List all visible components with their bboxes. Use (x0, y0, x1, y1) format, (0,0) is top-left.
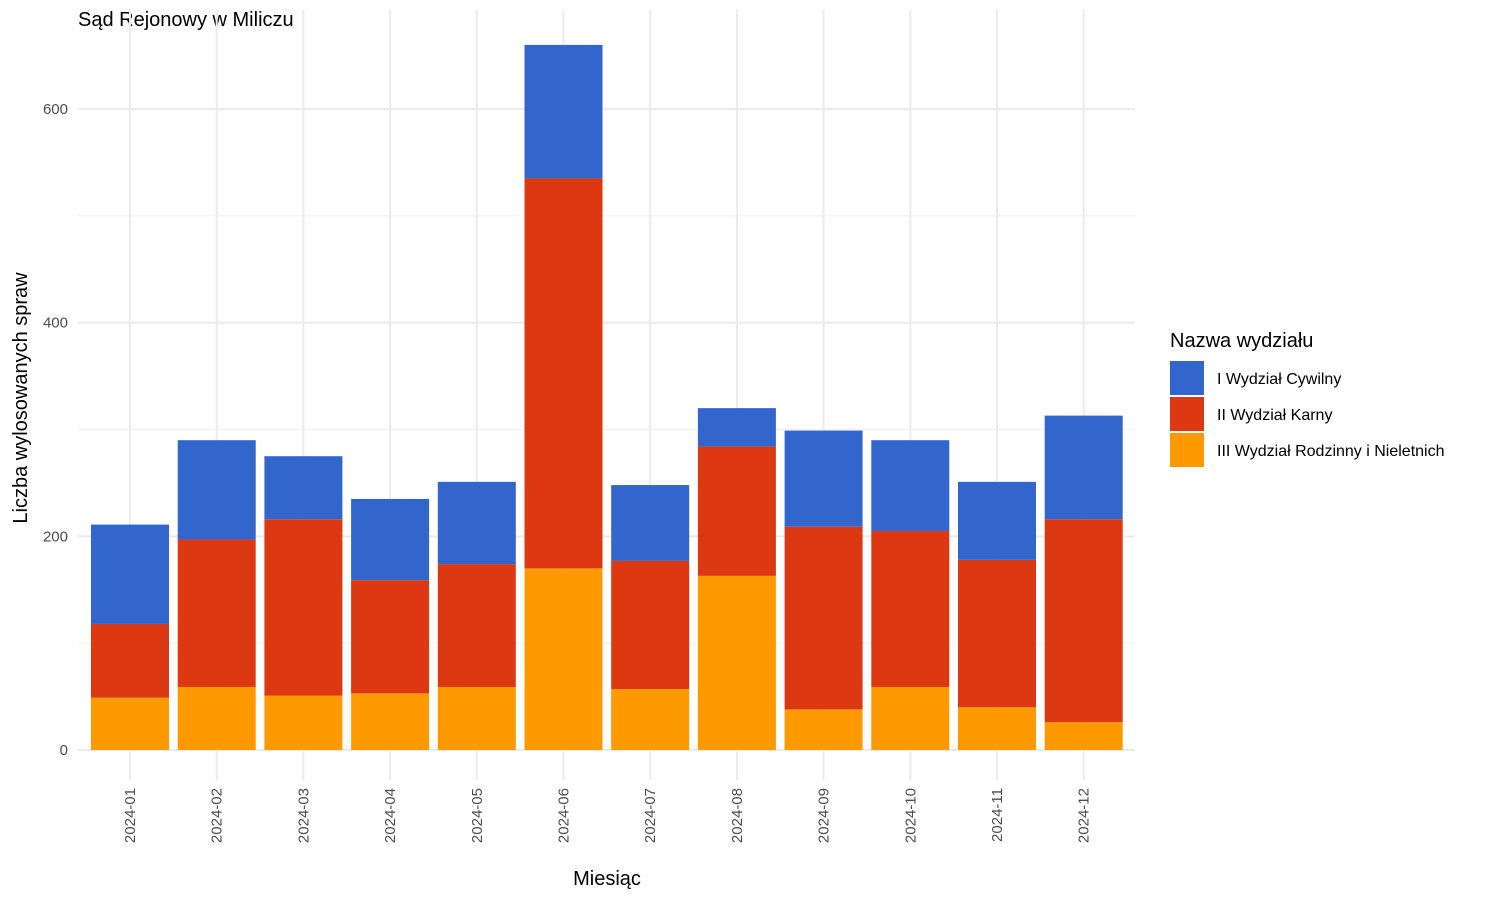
bar-segment (177, 440, 256, 540)
bars (91, 44, 1123, 750)
legend-key (1170, 433, 1204, 467)
legend-label: II Wydział Karny (1217, 407, 1332, 424)
bar-segment (437, 564, 516, 687)
bar-segment (611, 689, 690, 750)
bar-segment (91, 697, 169, 750)
bar-segment (351, 498, 430, 581)
bar-segment (784, 709, 863, 750)
bar-segment (177, 686, 256, 750)
bar-segment (1044, 519, 1123, 723)
y-tick-label: 600 (43, 101, 68, 118)
bar-segment (871, 440, 950, 531)
legend-title: Nazwa wydziału (1170, 330, 1313, 352)
y-axis-title: Liczba wylosowanych spraw (10, 272, 32, 524)
y-axis-ticks: 0 200 400 600 (43, 101, 68, 759)
x-axis-title: Miesiąc (573, 868, 641, 890)
bar-segment (437, 481, 516, 565)
bar-segment (177, 539, 256, 687)
x-tick-label: 2024-05 (469, 788, 486, 843)
bar-segment (264, 519, 343, 696)
x-tick-label: 2024-03 (295, 788, 312, 843)
chart-title: Sąd Rejonowy w Miliczu (78, 9, 294, 31)
bar-segment (697, 575, 776, 750)
legend-key (1170, 361, 1204, 395)
bar-segment (264, 695, 343, 750)
bar-segment (1044, 722, 1123, 750)
bar-segment (437, 686, 516, 750)
bar-segment (91, 623, 169, 698)
legend-key (1170, 397, 1204, 431)
x-tick-label: 2024-07 (642, 788, 659, 843)
x-tick-label: 2024-11 (989, 788, 1006, 842)
bar-segment (958, 481, 1036, 560)
bar-segment (611, 485, 690, 561)
bar-segment (697, 446, 776, 576)
x-tick-label: 2024-04 (382, 788, 399, 843)
x-tick-label: 2024-01 (122, 788, 139, 843)
x-tick-label: 2024-06 (556, 788, 573, 843)
bar-segment (871, 530, 950, 687)
bar-segment (697, 408, 776, 447)
bar-segment (784, 526, 863, 710)
bar-segment (784, 430, 863, 527)
x-tick-label: 2024-08 (729, 788, 746, 843)
x-tick-label: 2024-09 (816, 788, 833, 843)
bar-segment (524, 568, 603, 750)
y-tick-label: 0 (60, 742, 68, 759)
bar-segment (1044, 415, 1123, 520)
bar-segment (524, 44, 603, 179)
legend: Nazwa wydziału I Wydział Cywilny II Wydzi… (1170, 330, 1445, 467)
bar-segment (351, 580, 430, 694)
bar-segment (351, 693, 430, 750)
x-tick-label: 2024-12 (1076, 788, 1093, 843)
bar-segment (524, 178, 603, 569)
x-tick-label: 2024-10 (902, 788, 919, 843)
legend-label: III Wydział Rodzinny i Nieletnich (1217, 443, 1445, 460)
bar-segment (958, 707, 1036, 750)
bar-segment (264, 456, 343, 520)
bar-segment (91, 524, 169, 624)
bar-segment (958, 559, 1036, 708)
y-tick-label: 400 (43, 315, 68, 332)
x-axis-ticks: 2024-01 2024-02 2024-03 2024-04 2024-05 2024-… (122, 788, 1093, 843)
legend-label: I Wydział Cywilny (1217, 371, 1341, 388)
y-tick-label: 200 (43, 528, 68, 545)
bar-segment (611, 560, 690, 690)
bar-segment (871, 686, 950, 750)
x-tick-label: 2024-02 (209, 788, 226, 843)
